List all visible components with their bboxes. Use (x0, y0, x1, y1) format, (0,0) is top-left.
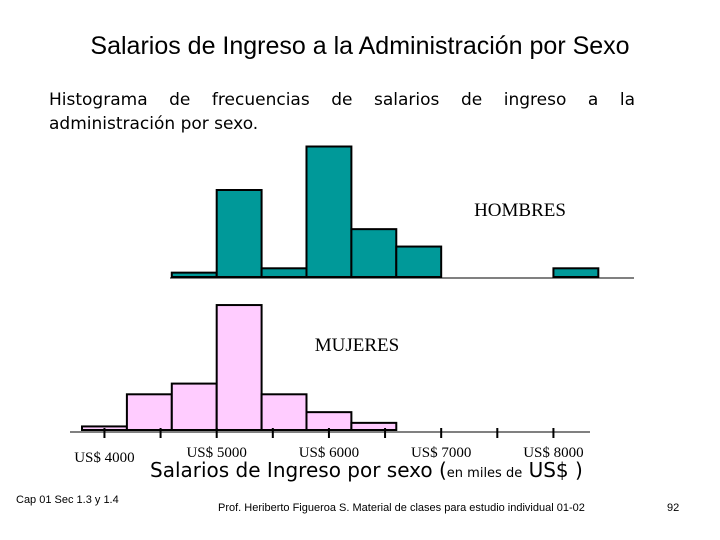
hombres-series-label: HOMBRES (474, 200, 566, 221)
x-axis-tick-labels: US$ 4000 US$ 5000 US$ 6000 US$ 7000 US$ 8000 (74, 445, 583, 466)
x-tick-label-2: US$ 6000 (299, 445, 359, 461)
x-axis-ticks (103, 428, 555, 438)
mujeres-bar-1 (125, 393, 173, 431)
hombres-bar-0 (170, 271, 218, 278)
x-tick-label-3: US$ 7000 (411, 445, 471, 461)
x-tick-label-0: US$ 4000 (74, 450, 134, 466)
footer-credit: Prof. Heriberto Figueroa S. Material de … (218, 502, 585, 514)
slide-title: Salarios de Ingreso a la Administración … (90, 32, 630, 60)
mujeres-bar-5 (305, 411, 353, 431)
hombres-bar-2 (260, 267, 308, 278)
intro-text: Histograma de frecuencias de salarios de… (49, 90, 635, 134)
page-number: 92 (667, 502, 680, 514)
mujeres-bar-6 (350, 421, 398, 431)
mujeres-bar-3 (215, 304, 263, 431)
mujeres-bars (81, 304, 398, 431)
x-tick-label-1: US$ 5000 (186, 445, 246, 461)
x-axis-title-main: Salarios de Ingreso por sexo ( (150, 458, 447, 482)
mujeres-bar-2 (170, 382, 218, 431)
hombres-bar-6 (552, 267, 600, 278)
x-axis-title-small: en miles de (446, 466, 523, 481)
hombres-bar-5 (395, 245, 443, 279)
hombres-bar-4 (350, 228, 398, 278)
hombres-bar-3 (305, 145, 353, 278)
hombres-bar-1 (215, 189, 263, 278)
hombres-bars (170, 145, 600, 279)
x-tick-label-4: US$ 8000 (523, 445, 583, 461)
x-axis-title-unit: US$ ) (522, 458, 583, 482)
x-axis-title: Salarios de Ingreso por sexo (en miles d… (150, 458, 583, 482)
mujeres-series-label: MUJERES (315, 335, 399, 356)
footer-chapter: Cap 01 Sec 1.3 y 1.4 (16, 494, 119, 506)
mujeres-bar-4 (260, 393, 308, 431)
